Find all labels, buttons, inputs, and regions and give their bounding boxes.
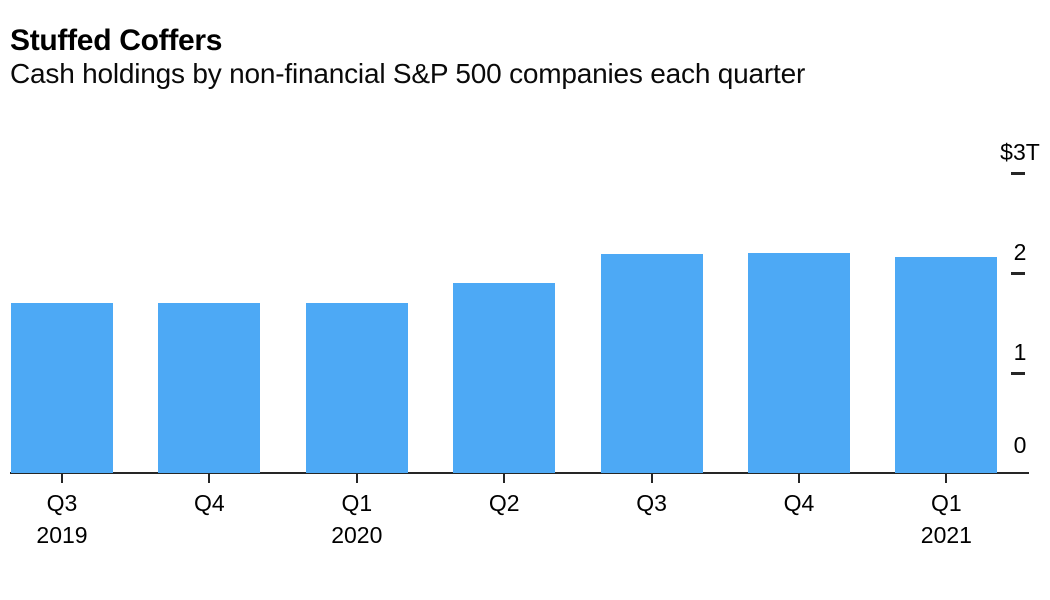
x-axis-tick <box>945 473 948 483</box>
bar <box>748 253 850 473</box>
x-axis-label-year: 2020 <box>331 522 383 548</box>
y-axis-tick <box>1011 272 1025 275</box>
x-axis-tick <box>355 473 358 483</box>
y-axis-tick <box>1011 172 1025 175</box>
x-axis-label-quarter: Q3 <box>636 490 667 516</box>
x-axis-tick <box>208 473 211 483</box>
x-axis-label-quarter: Q3 <box>46 490 78 516</box>
x-axis-label-quarter: Q4 <box>194 490 225 516</box>
bar <box>895 257 998 473</box>
x-axis-label-year: 2019 <box>36 522 88 548</box>
y-axis-label: 2 <box>1013 239 1027 265</box>
y-axis-label: 0 <box>1013 432 1027 458</box>
x-axis-label-quarter: Q2 <box>488 490 520 516</box>
x-axis-label-quarter: Q1 <box>931 490 962 516</box>
y-axis-tick <box>1011 372 1025 375</box>
x-axis-tick <box>650 473 653 483</box>
bar <box>453 283 556 473</box>
bar <box>158 303 261 473</box>
bar <box>11 303 113 473</box>
x-axis-tick <box>798 473 800 483</box>
bar <box>600 254 703 473</box>
x-axis-tick <box>503 473 506 483</box>
x-axis-label-year: 2021 <box>920 522 972 548</box>
y-axis-label: 1 <box>1013 339 1027 365</box>
x-axis-label-quarter: Q4 <box>783 490 815 516</box>
chart-title: Stuffed Coffers <box>10 24 223 57</box>
x-axis-tick <box>61 473 63 483</box>
y-axis-label: $3T <box>1000 139 1040 165</box>
bar <box>305 303 408 473</box>
chart-subtitle: Cash holdings by non-financial S&P 500 c… <box>10 58 806 89</box>
x-axis-line <box>10 472 1029 474</box>
x-axis-label-quarter: Q1 <box>341 490 373 516</box>
